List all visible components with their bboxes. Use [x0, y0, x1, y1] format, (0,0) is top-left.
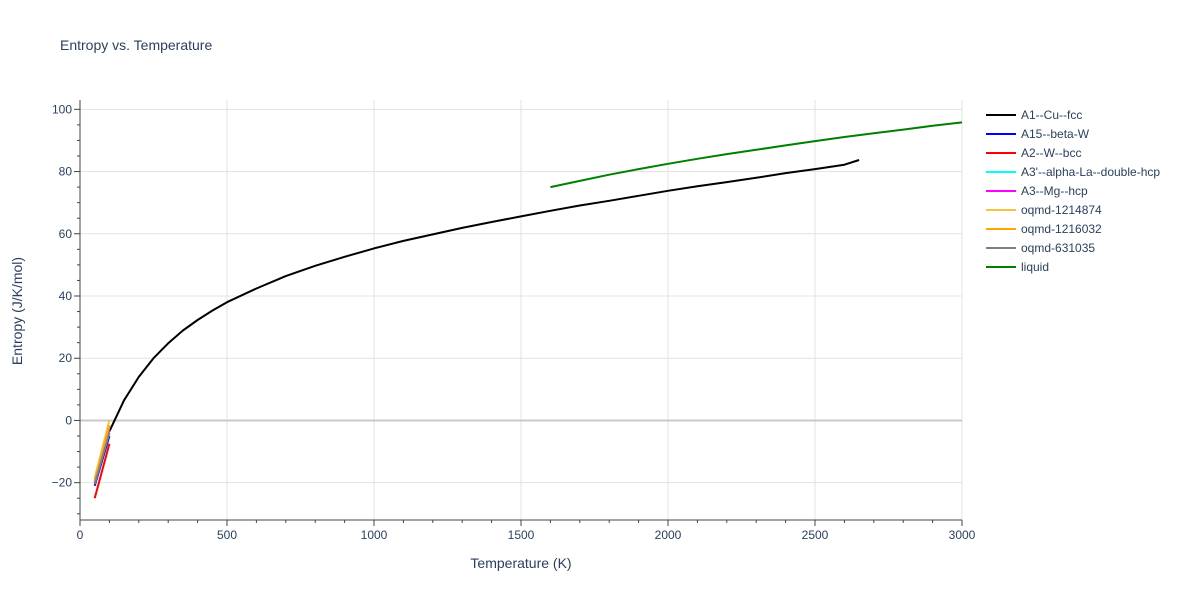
legend-label: oqmd-1216032	[1021, 222, 1102, 236]
legend-label: oqmd-1214874	[1021, 203, 1102, 217]
x-tick-label: 2000	[655, 528, 682, 542]
legend-label: A1--Cu--fcc	[1021, 108, 1082, 122]
x-axis-ticks: 0 500 1000 1500 2000 2500 3000	[77, 519, 976, 542]
x-tick-label: 0	[77, 528, 84, 542]
x-tick-label: 3000	[949, 528, 976, 542]
legend-label: oqmd-631035	[1021, 241, 1095, 255]
x-tick-label: 2500	[802, 528, 829, 542]
grid-lines	[80, 100, 963, 520]
y-tick-label: −20	[52, 476, 73, 490]
y-tick-label: 40	[59, 289, 73, 303]
legend-label: A3--Mg--hcp	[1021, 184, 1088, 198]
legend-label: A15--beta-W	[1021, 127, 1090, 141]
legend: A1--Cu--fcc A15--beta-W A2--W--bcc A3'--alp…	[986, 108, 1160, 274]
series-line-0	[108, 159, 860, 432]
legend-label: A3'--alpha-La--double-hcp	[1021, 165, 1160, 179]
x-tick-label: 1500	[508, 528, 535, 542]
y-tick-label: 0	[65, 413, 72, 427]
x-tick-label: 1000	[361, 528, 388, 542]
series-line-8	[550, 121, 963, 189]
y-tick-label: 60	[59, 227, 73, 241]
legend-label: A2--W--bcc	[1021, 146, 1081, 160]
series-line-2	[93, 443, 111, 499]
chart-title: Entropy vs. Temperature	[60, 37, 212, 53]
series-line-6	[93, 424, 111, 482]
y-tick-label: 80	[59, 165, 73, 179]
y-tick-label: 100	[52, 102, 72, 116]
y-axis-ticks: −20 0 20 40 60 80 100	[52, 100, 81, 520]
x-tick-label: 500	[217, 528, 237, 542]
y-axis-title: Entropy (J/K/mol)	[9, 257, 25, 365]
plot-area	[93, 121, 963, 499]
x-axis-title: Temperature (K)	[470, 555, 571, 571]
y-tick-label: 20	[59, 351, 73, 365]
legend-label: liquid	[1021, 260, 1049, 274]
series-line-7	[93, 432, 111, 485]
